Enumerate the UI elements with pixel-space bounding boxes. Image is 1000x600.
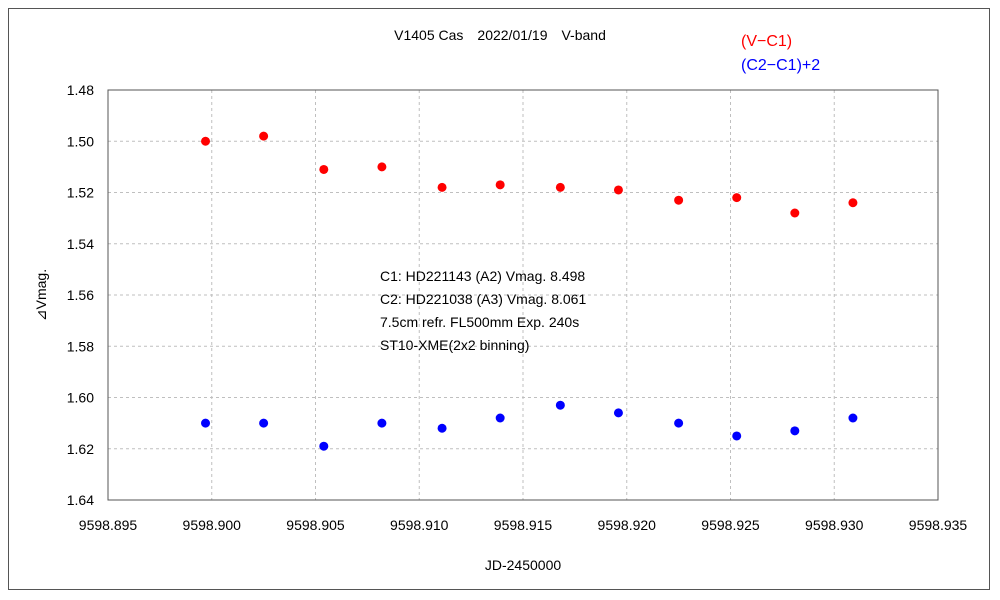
chart-title: V1405 Cas 2022/01/19 V-band [394,27,606,43]
chart-frame [8,8,990,590]
y-tick-label: 1.48 [67,82,94,98]
point-c2-c1 [790,426,800,436]
grid-lines [108,90,938,500]
point-c2-c1 [848,413,858,423]
point-v-c1 [732,193,742,203]
y-tick-label: 1.60 [67,390,94,406]
annotation-camera: ST10-XME(2x2 binning) [380,337,529,353]
point-v-c1 [259,131,269,141]
y-tick-label: 1.64 [67,492,94,508]
point-v-c1 [613,185,623,195]
point-c2-c1 [377,418,387,428]
x-tick-label: 9598.935 [909,517,968,533]
annotation-telescope: 7.5cm refr. FL500mm Exp. 240s [380,314,579,330]
x-tick-label: 9598.910 [390,517,449,533]
point-v-c1 [495,180,505,190]
point-c2-c1 [495,413,505,423]
point-c2-c1 [555,400,565,410]
data-points [201,131,858,451]
point-c2-c1 [201,418,211,428]
point-v-c1 [555,182,565,192]
annotation-c2: C2: HD221038 (A3) Vmag. 8.061 [380,291,586,307]
x-axis-label: JD-2450000 [485,557,561,573]
x-tick-label: 9598.930 [805,517,864,533]
point-v-c1 [377,162,387,172]
x-tick-label: 9598.915 [494,517,553,533]
y-tick-label: 1.54 [67,236,94,252]
point-c2-c1 [732,431,742,441]
y-axis-label: ⊿Vmag. [33,269,49,321]
point-v-c1 [437,182,447,192]
legend-entry-v-c1: (V−C1) [741,33,792,50]
plot-area [107,89,939,501]
x-tick-label: 9598.895 [79,517,138,533]
y-tick-label: 1.50 [67,133,94,149]
point-c2-c1 [613,408,623,418]
legend-entry-c2-c1: (C2−C1)+2 [741,57,820,74]
annotation-c1: C1: HD221143 (A2) Vmag. 8.498 [380,268,585,284]
point-v-c1 [319,164,329,174]
x-axis-ticks: 9598.895 9598.900 9598.905 9598.910 9598.915… [79,517,968,533]
y-tick-label: 1.52 [67,185,94,201]
y-axis-ticks: 1.48 1.50 1.52 1.54 1.56 1.58 1.60 1.62 1.64 [67,82,94,508]
point-c2-c1 [674,418,684,428]
point-v-c1 [201,136,211,146]
x-tick-label: 9598.905 [286,517,345,533]
y-tick-label: 1.62 [67,441,94,457]
y-tick-label: 1.58 [67,338,94,354]
point-v-c1 [674,195,684,205]
x-tick-label: 9598.920 [598,517,657,533]
x-tick-label: 9598.900 [183,517,242,533]
point-v-c1 [848,198,858,208]
point-c2-c1 [319,441,329,451]
point-v-c1 [790,208,800,218]
x-tick-label: 9598.925 [701,517,760,533]
point-c2-c1 [259,418,269,428]
point-c2-c1 [437,423,447,433]
y-tick-label: 1.56 [67,287,94,303]
